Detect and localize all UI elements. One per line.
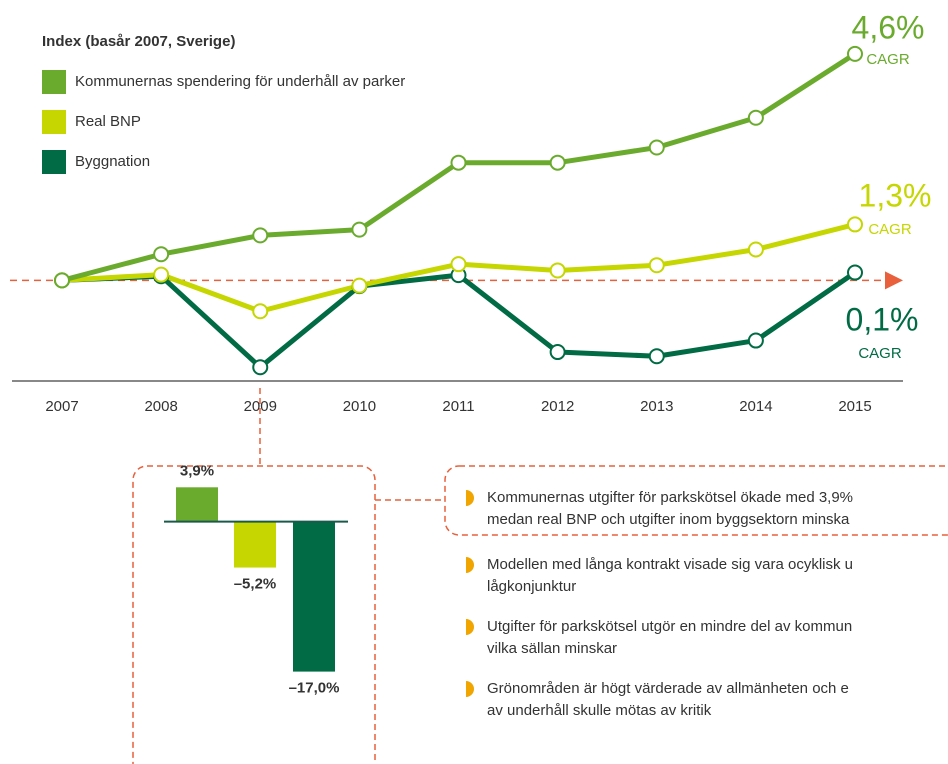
cagr-value: 4,6% bbox=[852, 9, 925, 45]
point bbox=[847, 216, 863, 233]
x-tick-label: 2014 bbox=[739, 398, 772, 415]
bullet-text: Kommunernas utgifter för parkskötsel öka… bbox=[487, 489, 853, 506]
legend-swatch bbox=[42, 110, 66, 134]
point bbox=[549, 154, 566, 171]
point bbox=[153, 266, 170, 283]
highlight-frame bbox=[444, 465, 948, 536]
bar bbox=[176, 487, 218, 522]
point bbox=[54, 272, 70, 289]
x-tick-label: 2008 bbox=[144, 398, 177, 415]
cagr-note: CAGR bbox=[868, 221, 912, 238]
point bbox=[252, 359, 269, 376]
point bbox=[747, 332, 764, 349]
point bbox=[847, 45, 863, 62]
cagr-note: CAGR bbox=[858, 345, 902, 362]
bar bbox=[234, 521, 276, 568]
bullet-text: lågkonjunktur bbox=[487, 578, 576, 595]
value-label: 3,9% bbox=[180, 462, 214, 479]
legend-label: Real BNP bbox=[75, 113, 141, 130]
x-tick-label: 2015 bbox=[838, 398, 871, 415]
point bbox=[549, 262, 566, 279]
legend-swatch bbox=[42, 70, 66, 94]
inset-frame bbox=[132, 465, 376, 764]
point bbox=[747, 109, 764, 126]
x-tick-label: 2010 bbox=[343, 398, 376, 415]
x-tick-label: 2012 bbox=[541, 398, 574, 415]
value-label: –5,2% bbox=[234, 576, 277, 593]
point bbox=[648, 348, 665, 365]
point bbox=[450, 256, 467, 273]
bullet-marker bbox=[466, 490, 474, 506]
x-tick-label: 2011 bbox=[442, 398, 474, 415]
bullet-marker bbox=[466, 619, 474, 635]
bullet-marker bbox=[466, 681, 474, 697]
cagr-value: 0,1% bbox=[846, 301, 919, 337]
bullet-text: Utgifter för parkskötsel utgör en mindre… bbox=[487, 618, 852, 635]
point bbox=[351, 277, 368, 294]
bullet-text: medan real BNP och utgifter inom byggsek… bbox=[487, 511, 850, 528]
bullet-text: Grönområden är högt värderade av allmänh… bbox=[487, 680, 849, 697]
bar bbox=[293, 521, 335, 672]
point bbox=[847, 264, 863, 281]
point bbox=[252, 303, 269, 320]
legend-label: Byggnation bbox=[75, 153, 150, 170]
x-tick-label: 2013 bbox=[640, 398, 673, 415]
legend-label: Kommunernas spendering för underhåll av … bbox=[75, 73, 405, 90]
point bbox=[153, 246, 170, 263]
bullet-text: Modellen med långa kontrakt visade sig v… bbox=[487, 556, 853, 573]
point bbox=[450, 154, 467, 171]
series-line bbox=[61, 270, 857, 370]
value-label: –17,0% bbox=[289, 680, 340, 697]
x-tick-label: 2007 bbox=[45, 398, 78, 415]
bullet-text: vilka sällan minskar bbox=[487, 640, 617, 657]
point bbox=[648, 257, 665, 274]
cagr-note: CAGR bbox=[866, 51, 910, 68]
cagr-value: 1,3% bbox=[859, 177, 932, 213]
reference-arrow bbox=[885, 271, 903, 290]
point bbox=[549, 344, 566, 361]
chart-title: Index (basår 2007, Sverige) bbox=[42, 33, 235, 50]
point bbox=[747, 241, 764, 258]
point bbox=[648, 139, 665, 156]
bullet-marker bbox=[466, 557, 474, 573]
legend-swatch bbox=[42, 150, 66, 174]
x-tick-label: 2009 bbox=[244, 398, 277, 415]
bullet-text: av underhåll skulle mötas av kritik bbox=[487, 702, 712, 719]
point bbox=[252, 227, 269, 244]
point bbox=[351, 221, 368, 238]
